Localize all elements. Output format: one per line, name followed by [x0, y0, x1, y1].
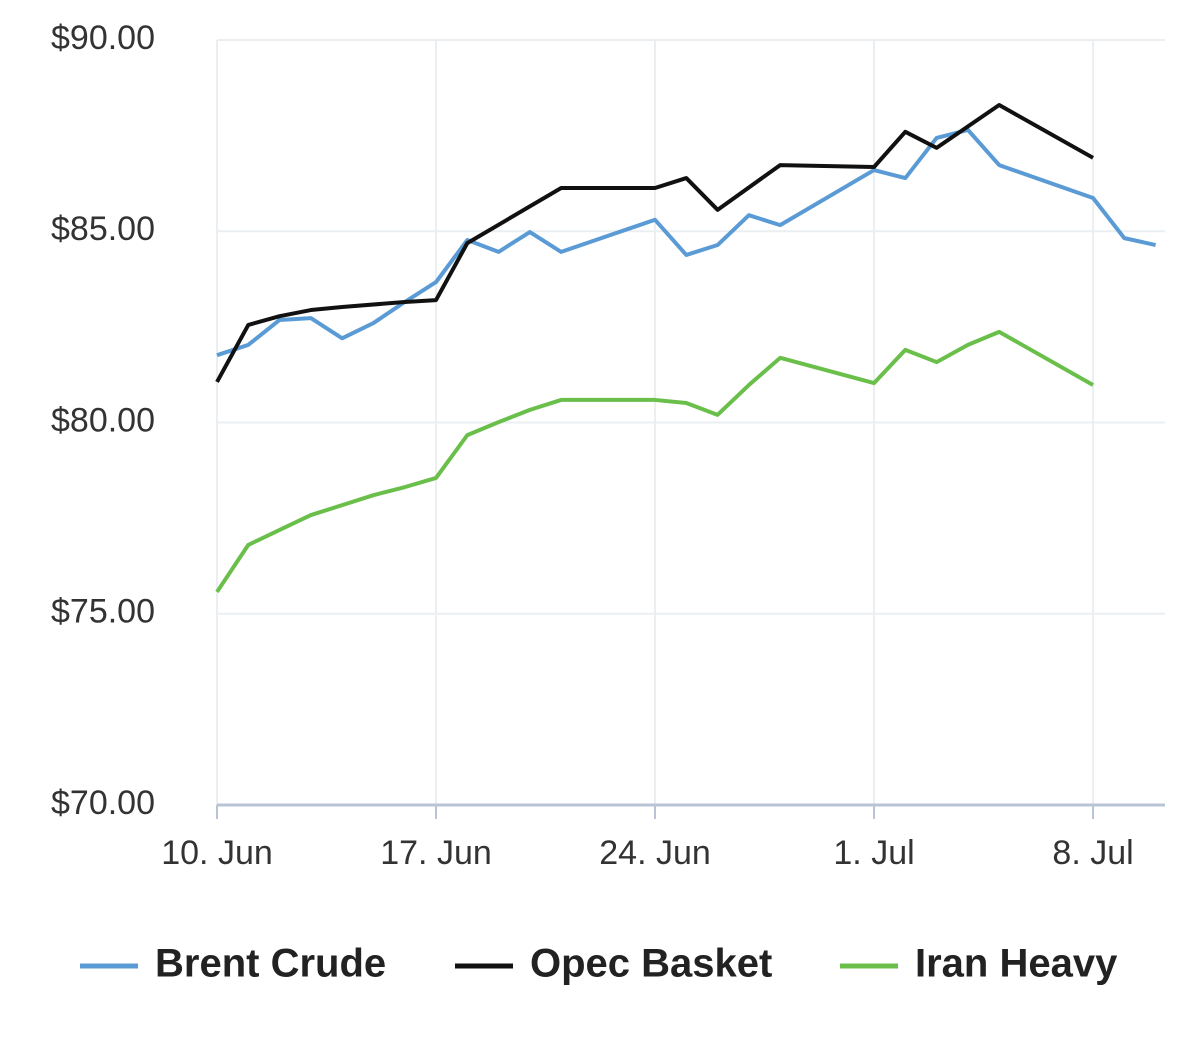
y-tick-label: $70.00 — [51, 784, 155, 822]
x-tick-label: 10. Jun — [161, 834, 273, 872]
series-line — [215, 103, 1095, 383]
x-tick-label: 24. Jun — [599, 834, 711, 872]
x-tick-label: 1. Jul — [833, 834, 914, 872]
y-tick-label: $75.00 — [51, 593, 155, 631]
y-tick-label: $80.00 — [51, 401, 155, 439]
y-tick-label: $85.00 — [51, 210, 155, 248]
series-line — [216, 127, 1157, 358]
x-tick-label: 8. Jul — [1052, 834, 1133, 872]
x-tick-label: 17. Jun — [380, 834, 492, 872]
y-tick-label: $90.00 — [51, 19, 155, 57]
series-line — [215, 329, 1095, 594]
legend-label: Brent Crude — [155, 942, 386, 986]
legend-label: Iran Heavy — [915, 942, 1118, 986]
legend-label: Opec Basket — [530, 942, 772, 986]
